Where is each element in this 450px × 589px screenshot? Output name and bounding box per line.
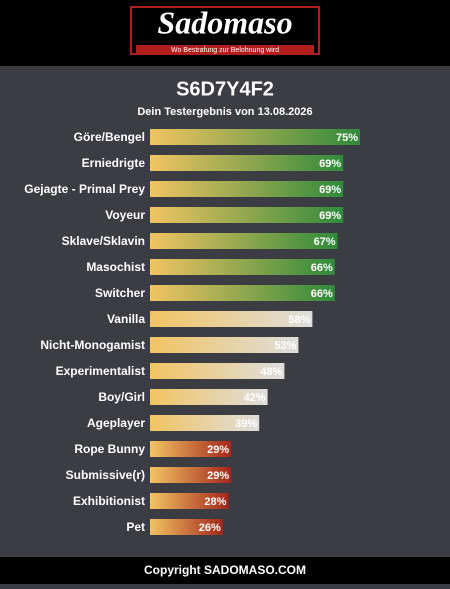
bar <box>150 337 299 353</box>
value-label: 67% <box>314 236 336 248</box>
chart-subtitle: Dein Testergebnis von 13.08.2026 <box>137 106 312 118</box>
category-label: Switcher <box>95 286 145 300</box>
bar <box>150 363 285 379</box>
category-label: Exhibitionist <box>73 494 145 508</box>
value-label: 26% <box>199 522 221 534</box>
footer-bar <box>0 557 450 584</box>
category-label: Boy/Girl <box>98 390 145 404</box>
category-label: Nicht-Monogamist <box>40 338 145 352</box>
chart-title: S6D7Y4F2 <box>176 78 274 100</box>
value-label: 29% <box>207 444 229 456</box>
category-label: Ageplayer <box>87 416 145 430</box>
bar <box>150 311 313 327</box>
bar <box>150 467 232 483</box>
value-label: 69% <box>319 210 341 222</box>
bar <box>150 181 344 197</box>
category-label: Vanilla <box>107 312 145 326</box>
category-label: Submissive(r) <box>66 468 145 482</box>
tagline: Wo Bestrafung zur Belohnung wird <box>171 47 279 54</box>
value-label: 75% <box>336 132 358 144</box>
bar <box>150 389 268 405</box>
bar <box>150 519 223 535</box>
category-label: Masochist <box>86 260 145 274</box>
value-label: 66% <box>311 262 333 274</box>
value-label: 53% <box>274 340 296 352</box>
value-label: 39% <box>235 418 257 430</box>
category-label: Sklave/Sklavin <box>62 234 145 248</box>
value-label: 42% <box>244 392 266 404</box>
value-label: 69% <box>319 184 341 196</box>
bar <box>150 129 360 145</box>
logo[interactable]: Sadomaso <box>157 4 292 40</box>
category-label: Voyeur <box>105 208 145 222</box>
bar <box>150 233 338 249</box>
value-label: 48% <box>260 366 282 378</box>
category-label: Pet <box>126 520 145 534</box>
category-label: Erniedrigte <box>82 156 146 170</box>
bar <box>150 207 344 223</box>
category-label: Rope Bunny <box>74 442 145 456</box>
category-label: Göre/Bengel <box>74 130 145 144</box>
category-label: Gejagte - Primal Prey <box>24 182 145 196</box>
value-label: 58% <box>288 314 310 326</box>
value-label: 66% <box>311 288 333 300</box>
value-label: 29% <box>207 470 229 482</box>
value-label: 69% <box>319 158 341 170</box>
tagline-strip <box>136 45 314 54</box>
bar <box>150 441 232 457</box>
category-label: Experimentalist <box>56 364 145 378</box>
bar <box>150 493 229 509</box>
bar <box>150 415 260 431</box>
bar <box>150 259 335 275</box>
bar <box>150 285 335 301</box>
bar <box>150 155 344 171</box>
footer[interactable]: Copyright SADOMASO.COM <box>144 563 306 577</box>
value-label: 28% <box>204 496 226 508</box>
